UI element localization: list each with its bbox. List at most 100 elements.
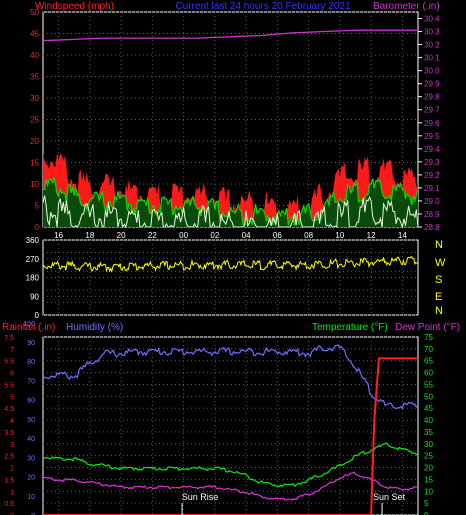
windspeed-tick-label: 15 xyxy=(30,159,39,168)
hour-tick-label: 16 xyxy=(54,231,63,240)
windspeed-tick-label: 5 xyxy=(35,202,40,211)
rainfall-tick-label: 2 xyxy=(10,466,14,473)
rainfall-tick-label: 7 xyxy=(10,347,14,354)
hour-tick-label: 10 xyxy=(335,231,344,240)
temperature-tick-label: 15 xyxy=(424,475,433,484)
temperature-tick-label: 40 xyxy=(424,416,433,425)
rainfall-tick-label: 4 xyxy=(10,418,14,425)
barometer-tick-label: 30.1 xyxy=(424,54,440,63)
barometer-tick-label: 30.3 xyxy=(424,28,440,37)
barometer-tick-label: 28.9 xyxy=(424,210,440,219)
barometer-tick-label: 29.7 xyxy=(424,106,440,115)
temperature-tick-label: 10 xyxy=(424,487,433,496)
windspeed-tick-label: 20 xyxy=(30,137,39,146)
direction-tick-label: 90 xyxy=(30,292,39,301)
hour-tick-label: 20 xyxy=(117,231,126,240)
direction-tick-label: 270 xyxy=(26,255,40,264)
rainfall-tick-label: 0.5 xyxy=(4,501,14,508)
temperature-tick-label: 20 xyxy=(424,464,433,473)
direction-tick-label: 180 xyxy=(26,274,40,283)
hour-tick-label: 14 xyxy=(398,231,407,240)
barometer-tick-label: 29.5 xyxy=(424,132,440,141)
barometer-tick-label: 29.1 xyxy=(424,184,440,193)
windspeed-tick-label: 10 xyxy=(30,180,39,189)
temperature-tick-label: 60 xyxy=(424,369,433,378)
temperature-tick-label: 5 xyxy=(424,499,429,508)
temperature-tick-label: 0 xyxy=(424,511,429,515)
humidity-tick-label: 10 xyxy=(27,494,35,501)
hour-tick-label: 06 xyxy=(273,231,282,240)
windspeed-tick-label: 35 xyxy=(30,73,39,82)
windspeed-tick-label: 25 xyxy=(30,116,39,125)
hour-tick-label: 08 xyxy=(304,231,313,240)
humidity-tick-label: 100 xyxy=(23,321,35,328)
windspeed-tick-label: 0 xyxy=(35,223,40,232)
humidity-tick-label: 90 xyxy=(27,340,35,347)
windspeed-tick-label: 50 xyxy=(30,8,39,17)
humidity-tick-label: 0 xyxy=(31,513,35,515)
barometer-tick-label: 29.6 xyxy=(424,119,440,128)
barometer-tick-label: 29.3 xyxy=(424,158,440,167)
sunrise-label: Sun Rise xyxy=(182,492,219,502)
humidity-tick-label: 40 xyxy=(27,436,35,443)
temperature-tick-label: 30 xyxy=(424,440,433,449)
barometer-title: Barometer (.in) xyxy=(373,1,440,12)
temperature-tick-label: 75 xyxy=(424,333,433,342)
compass-letter-n-top: N xyxy=(435,239,443,251)
temperature-tick-label: 45 xyxy=(424,404,433,413)
rainfall-tick-label: 5.5 xyxy=(4,382,14,389)
barometer-tick-label: 29.0 xyxy=(424,197,440,206)
hour-tick-label: 18 xyxy=(85,231,94,240)
rainfall-tick-label: 3.5 xyxy=(4,430,14,437)
temperature-tick-label: 25 xyxy=(424,452,433,461)
barometer-tick-label: 30.0 xyxy=(424,67,440,76)
barometer-tick-label: 29.9 xyxy=(424,80,440,89)
windspeed-tick-label: 45 xyxy=(30,30,39,39)
temperature-tick-label: 70 xyxy=(424,345,433,354)
humidity-tick-label: 80 xyxy=(27,359,35,366)
chart-title: Current last 24 hours 20 February 2021 xyxy=(175,1,351,12)
temperature-tick-label: 65 xyxy=(424,357,433,366)
chart-plot-layer: 0510152025303540455028.828.929.029.129.2… xyxy=(4,8,440,515)
rainfall-line xyxy=(43,357,418,515)
barometer-tick-label: 29.2 xyxy=(424,171,440,180)
temperature-line xyxy=(42,442,419,488)
compass-letter-e: E xyxy=(435,291,442,303)
compass-letter-n-bottom: N xyxy=(435,305,443,317)
hour-tick-label: 04 xyxy=(242,231,251,240)
hour-tick-label: 22 xyxy=(148,231,157,240)
wind-lull-line xyxy=(42,195,419,229)
rainfall-tick-label: 6.5 xyxy=(4,359,14,366)
temperature-tick-label: 55 xyxy=(424,380,433,389)
hour-tick-label: 12 xyxy=(367,231,376,240)
windspeed-tick-label: 40 xyxy=(30,51,39,60)
rainfall-tick-label: 3 xyxy=(10,442,14,449)
humidity-tick-label: 30 xyxy=(27,455,35,462)
humidity-tick-label: 70 xyxy=(27,378,35,385)
barometer-tick-label: 29.4 xyxy=(424,145,440,154)
rainfall-tick-label: 4.5 xyxy=(4,406,14,413)
hour-tick-label: 00 xyxy=(179,231,188,240)
rainfall-label: Rainfall (.in) xyxy=(2,322,55,333)
temperature-label: Temperature (°F) xyxy=(312,322,388,333)
rainfall-tick-label: 0 xyxy=(10,513,14,515)
barometer-tick-label: 29.8 xyxy=(424,93,440,102)
barometer-tick-label: 28.8 xyxy=(424,223,440,232)
wind-avg-area xyxy=(43,177,418,227)
panel-3-frame xyxy=(42,336,419,515)
rainfall-tick-label: 2.5 xyxy=(4,454,14,461)
direction-tick-label: 360 xyxy=(26,236,40,245)
compass-letter-s: S xyxy=(435,274,442,286)
temperature-tick-label: 35 xyxy=(424,428,433,437)
windspeed-tick-label: 30 xyxy=(30,94,39,103)
temperature-tick-label: 50 xyxy=(424,392,433,401)
windspeed-title: Windspeed (mph) xyxy=(35,1,114,12)
humidity-label: Humidity (%) xyxy=(66,322,123,333)
hour-tick-label: 02 xyxy=(210,231,219,240)
rainfall-tick-label: 1.5 xyxy=(4,477,14,484)
humidity-tick-label: 20 xyxy=(27,475,35,482)
dewpoint-line xyxy=(42,471,419,502)
humidity-tick-label: 50 xyxy=(27,417,35,424)
